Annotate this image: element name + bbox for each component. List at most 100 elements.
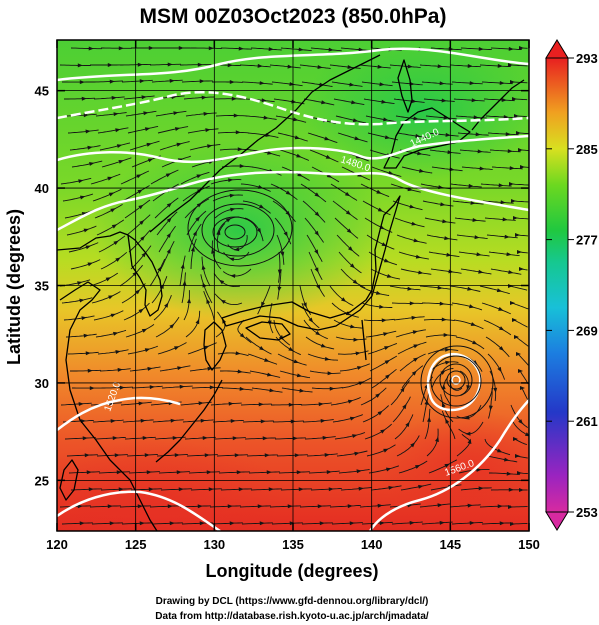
streamline: [68, 242, 99, 253]
streamline-arrowhead: [178, 487, 184, 492]
streamline: [122, 419, 154, 423]
streamline-arrowhead: [81, 96, 87, 101]
streamline-arrowhead: [384, 346, 390, 350]
streamline-arrowhead: [345, 210, 351, 215]
streamline: [460, 487, 492, 491]
streamline: [65, 333, 97, 338]
streamline: [429, 361, 459, 372]
streamline: [370, 485, 402, 491]
streamline-arrowhead: [144, 127, 151, 132]
streamline-arrowhead: [314, 249, 319, 255]
streamline: [307, 353, 339, 361]
streamline-arrowhead: [196, 174, 202, 179]
streamline: [214, 437, 246, 440]
streamline: [190, 488, 222, 491]
streamline-arrowhead: [157, 266, 162, 272]
streamline-arrowhead: [348, 246, 353, 252]
streamline-arrowhead: [118, 46, 124, 51]
streamline-arrowhead: [141, 252, 147, 258]
streamline: [335, 115, 367, 124]
streamline: [430, 47, 462, 51]
streamline-arrowhead: [513, 216, 518, 220]
streamline-arrowhead: [208, 46, 214, 51]
streamline-arrowhead: [228, 401, 234, 406]
streamline-arrowhead: [298, 47, 304, 52]
streamline-arrowhead: [201, 95, 207, 100]
streamline-arrowhead: [381, 242, 387, 247]
streamline: [306, 234, 323, 263]
streamline: [251, 387, 283, 393]
streamline: [391, 81, 423, 86]
streamline: [400, 483, 432, 491]
streamline: [359, 504, 391, 508]
streamline-arrowhead: [465, 431, 471, 436]
streamline-arrowhead: [505, 132, 511, 137]
streamline: [428, 459, 458, 474]
streamline-arrowhead: [144, 453, 150, 458]
streamline-arrowhead: [141, 95, 147, 100]
streamline: [185, 310, 201, 338]
streamline: [276, 234, 285, 265]
streamline: [186, 454, 218, 457]
streamline: [269, 505, 301, 508]
streamline-arrowhead: [466, 385, 471, 391]
streamline-arrowhead: [202, 436, 208, 440]
streamline-arrowhead: [178, 46, 184, 50]
streamline: [98, 235, 126, 253]
streamline-arrowhead: [512, 97, 517, 101]
streamline-arrowhead: [509, 182, 514, 186]
streamline-arrowhead: [411, 99, 417, 104]
streamline: [369, 355, 398, 372]
streamline-arrowhead: [419, 168, 425, 173]
streamline: [214, 208, 244, 219]
streamline-arrowhead: [353, 337, 359, 342]
streamline-arrowhead: [379, 82, 385, 87]
streamline-arrowhead: [501, 98, 507, 102]
streamline: [425, 115, 457, 120]
streamline: [422, 302, 453, 306]
streamline: [517, 353, 529, 366]
streamline-arrowhead: [110, 313, 116, 318]
streamline-arrowhead: [216, 229, 221, 236]
streamline-arrowhead: [469, 81, 475, 86]
streamline-arrowhead: [85, 351, 91, 356]
streamline-arrowhead: [209, 385, 215, 390]
streamline-arrowhead: [470, 322, 477, 326]
streamline-arrowhead: [166, 217, 172, 223]
streamline-arrowhead: [439, 81, 445, 86]
streamline-arrowhead: [358, 47, 364, 52]
streamline: [307, 132, 338, 144]
streamline-arrowhead: [79, 80, 85, 85]
streamline: [430, 484, 462, 491]
streamline-arrowhead: [349, 82, 355, 87]
streamline: [281, 387, 313, 393]
streamline: [395, 115, 427, 121]
streamline: [339, 363, 370, 372]
streamline-arrowhead: [139, 521, 145, 526]
streamline: [67, 351, 99, 355]
streamline: [393, 316, 425, 321]
streamline-arrowhead: [502, 217, 508, 222]
streamline-arrowhead: [143, 111, 149, 116]
streamline: [420, 376, 434, 406]
streamline: [365, 115, 397, 123]
streamline-arrowhead: [402, 403, 407, 410]
streamline-arrowhead: [239, 333, 245, 338]
streamline: [274, 217, 292, 245]
streamline-arrowhead: [135, 289, 141, 295]
streamline-arrowhead: [205, 128, 211, 133]
streamline-arrowhead: [293, 117, 299, 122]
streamline-arrowhead: [285, 190, 291, 195]
streamline-arrowhead: [383, 448, 389, 453]
streamline-arrowhead: [291, 99, 297, 104]
coastlines: [57, 54, 525, 531]
streamline: [310, 487, 342, 491]
streamline-arrowhead: [499, 81, 505, 85]
streamline: [212, 194, 243, 202]
streamline-arrowhead: [515, 454, 520, 458]
streamline: [126, 454, 158, 457]
streamline-arrowhead: [441, 317, 447, 322]
streamline-arrowhead: [256, 228, 261, 234]
streamline-arrowhead: [445, 360, 451, 365]
streamline: [279, 149, 310, 161]
